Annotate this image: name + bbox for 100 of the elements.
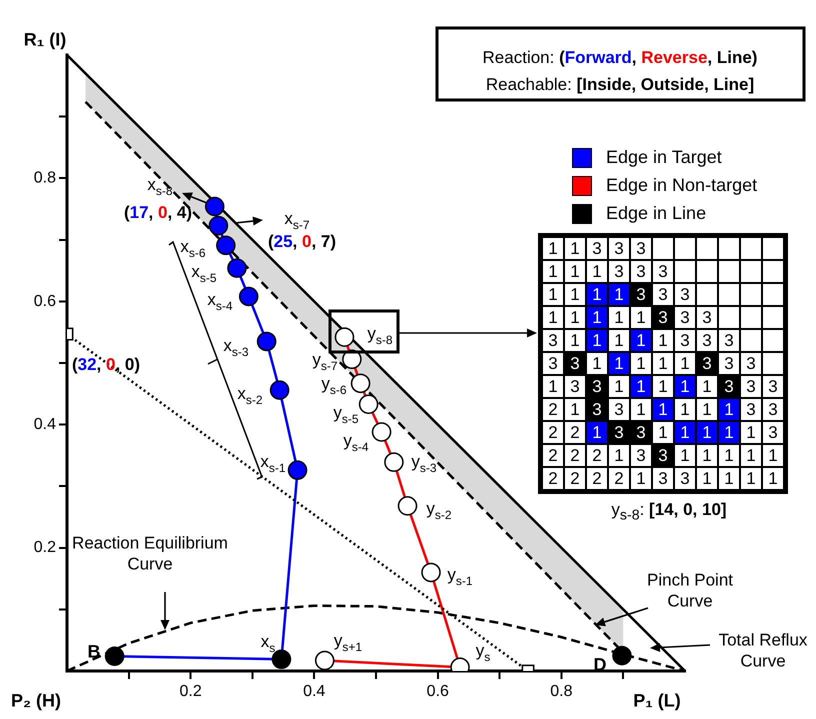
text: Total Reflux Curve	[718, 630, 808, 670]
data-label: 2	[609, 468, 629, 489]
data-label: 1	[631, 399, 651, 420]
data-label: 1	[675, 399, 695, 420]
category-label: Edge in Line	[606, 203, 706, 224]
data-label: 1	[609, 353, 629, 374]
data-label: 1	[719, 445, 739, 466]
data-label: 3	[543, 330, 563, 351]
data-label: 3	[763, 399, 783, 420]
text: y$_{s-8}$: [14, 0, 10]	[611, 500, 727, 524]
data-label: 1	[741, 445, 761, 466]
data-label: 1	[675, 422, 695, 443]
data-label: 3	[587, 238, 607, 259]
data-label: 3	[741, 353, 761, 374]
data-label: 3	[653, 307, 673, 328]
data-label: 3	[543, 353, 563, 374]
annotation: Reaction Equilibrium Curve	[72, 533, 228, 574]
data-label: 1	[609, 330, 629, 351]
x-tick-label: 0.4	[303, 683, 326, 700]
data-label: 2	[565, 468, 585, 489]
data-label: 1	[631, 307, 651, 328]
data-label: 3	[741, 376, 761, 397]
data-label: 1	[609, 376, 629, 397]
data-label: 3	[609, 238, 629, 259]
data-label: 1	[587, 307, 607, 328]
data-label: 1	[653, 353, 673, 374]
data-label: 3	[697, 353, 717, 374]
data-label: 1	[565, 307, 585, 328]
data-label: 3	[631, 261, 651, 282]
data-label: 2	[543, 468, 563, 489]
data-label: 3	[609, 422, 629, 443]
data-label: 1	[543, 307, 563, 328]
data-label: 1	[631, 353, 651, 374]
data-label: 1	[697, 376, 717, 397]
data-label: 1	[543, 238, 563, 259]
category-label: Edge in Target	[606, 147, 722, 168]
data-label: 1	[609, 445, 629, 466]
data-label: 1	[565, 330, 585, 351]
data-label: 1	[697, 468, 717, 489]
data-label: 1	[763, 468, 783, 489]
data-label: 1	[609, 284, 629, 305]
annotation: (25, 0, 7)	[268, 232, 336, 251]
data-label: 3	[653, 261, 673, 282]
data-label: 1	[587, 330, 607, 351]
y-axis-title: R₁ (I)	[24, 29, 66, 50]
data-label: 1	[763, 445, 783, 466]
data-label: 1	[631, 468, 651, 489]
data-label: 1	[653, 376, 673, 397]
data-label: 2	[587, 445, 607, 466]
data-label: 1	[587, 261, 607, 282]
data-label: 3	[587, 399, 607, 420]
y-tick-label: 0.4	[34, 416, 56, 434]
data-label: 1	[565, 284, 585, 305]
data-label: 3	[609, 399, 629, 420]
data-label: 1	[587, 422, 607, 443]
data-label: 3	[719, 353, 739, 374]
data-label: 1	[719, 399, 739, 420]
data-label: 1	[609, 307, 629, 328]
data-label: 3	[653, 284, 673, 305]
data-label: 3	[763, 422, 783, 443]
data-label: 1	[543, 376, 563, 397]
x-tick-label: 0.8	[550, 683, 573, 700]
y-tick-label: 0.2	[34, 539, 56, 556]
data-label: 1	[675, 445, 695, 466]
annotation: Reaction: (Forward, Reverse, Line)	[482, 48, 758, 67]
data-label: 1	[741, 468, 761, 489]
data-label: 1	[587, 353, 607, 374]
data-label: 3	[587, 376, 607, 397]
data-label: 3	[675, 330, 695, 351]
data-label: 3	[653, 445, 673, 466]
data-label: 3	[697, 330, 717, 351]
annotation: B	[88, 641, 100, 662]
data-label: 3	[741, 399, 761, 420]
data-label: 3	[719, 376, 739, 397]
annotation: Reachable: [Inside, Outside, Line]	[486, 74, 754, 94]
data-label: 3	[675, 284, 695, 305]
data-label: 3	[763, 376, 783, 397]
y-tick-label: 0.6	[34, 292, 56, 310]
data-label: 1	[719, 422, 739, 443]
data-label: 1	[565, 261, 585, 282]
data-label: 1	[675, 353, 695, 374]
data-label: 1	[631, 330, 651, 351]
data-label: 3	[609, 261, 629, 282]
data-label: 2	[587, 468, 607, 489]
annotation: Pinch Point Curve	[647, 570, 734, 610]
data-label: 1	[543, 261, 563, 282]
data-label: 1	[675, 376, 695, 397]
category-label: Edge in Non-target	[606, 175, 758, 196]
data-label: 3	[653, 468, 673, 489]
data-label: 3	[565, 353, 585, 374]
data-label: 2	[543, 399, 563, 420]
data-label: 3	[719, 330, 739, 351]
data-label: 3	[631, 238, 651, 259]
data-label: 3	[675, 468, 695, 489]
data-label: 1	[565, 238, 585, 259]
data-label: 1	[653, 330, 673, 351]
data-label: 2	[543, 422, 563, 443]
data-label: 1	[697, 399, 717, 420]
data-label: 3	[631, 422, 651, 443]
data-label: 2	[565, 445, 585, 466]
